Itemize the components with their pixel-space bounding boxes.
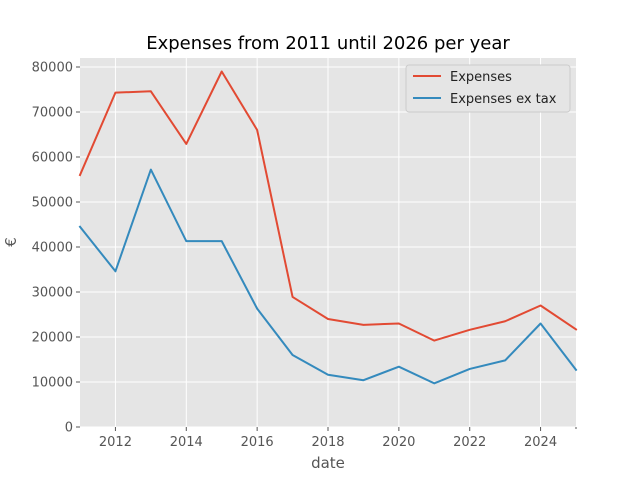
y-tick-label: 60000: [32, 151, 73, 166]
y-tick-label: 50000: [32, 196, 73, 211]
legend: Expenses Expenses ex tax: [405, 64, 571, 113]
y-tick-label: 10000: [32, 376, 73, 391]
legend-label-expenses-ex-tax: Expenses ex tax: [450, 92, 557, 107]
y-axis: 0 10000 20000 30000 40000 50000 60000 70000 8000…: [32, 61, 80, 436]
x-tick-label: 2018: [311, 435, 344, 450]
series-line-expenses: [78, 70, 578, 342]
y-tick-label: 40000: [32, 241, 73, 256]
y-tick-label: 80000: [32, 61, 73, 76]
x-tick-label: 2020: [382, 435, 415, 450]
x-axis-label: date: [311, 454, 345, 472]
series-lines: [78, 70, 578, 385]
x-tick-label: 2022: [453, 435, 486, 450]
x-tick-label: 2012: [99, 435, 132, 450]
y-tick-label: 0: [65, 421, 73, 436]
grid: [80, 58, 576, 428]
x-tick-label: 2014: [170, 435, 203, 450]
legend-box: [405, 64, 571, 113]
y-axis-label: €: [2, 237, 20, 247]
y-tick-label: 70000: [32, 106, 73, 121]
chart-title: Expenses from 2011 until 2026 per year: [146, 33, 510, 54]
y-tick-label: 20000: [32, 331, 73, 346]
x-axis: 2012 2014 2016 2018 2020 2022 2024: [99, 427, 577, 450]
legend-label-expenses: Expenses: [450, 70, 512, 85]
x-tick-label: 2024: [524, 435, 557, 450]
x-tick-label: 2016: [241, 435, 274, 450]
series-line-expenses-ex-tax: [78, 168, 578, 385]
y-tick-label: 30000: [32, 286, 73, 301]
